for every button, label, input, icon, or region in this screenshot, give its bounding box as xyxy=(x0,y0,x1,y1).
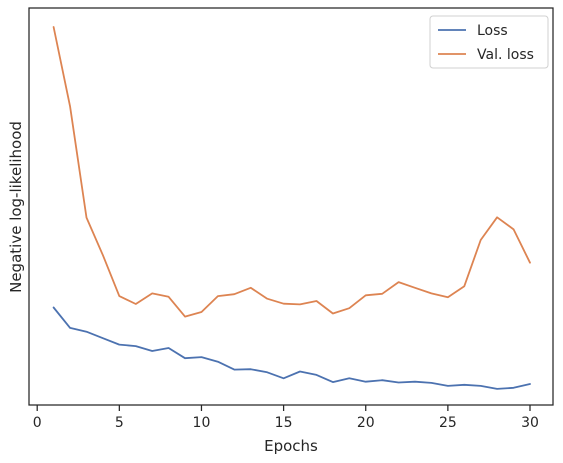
legend-label: Val. loss xyxy=(477,47,534,63)
series-line-1 xyxy=(52,306,531,390)
x-axis-label: Epochs xyxy=(264,437,318,455)
legend-box xyxy=(429,15,549,69)
plot-area xyxy=(28,7,554,406)
plot-frame xyxy=(28,7,554,406)
y-axis-label: Negative log-likelihood xyxy=(7,121,25,293)
x-axis: 0 5 10 15 20 25 30 xyxy=(33,405,539,431)
series-line-2 xyxy=(52,26,531,318)
x-tick-label: 10 xyxy=(193,415,211,431)
x-tick-label: 15 xyxy=(275,415,293,431)
legend: Loss Val. loss xyxy=(429,15,549,69)
x-tick-label: 30 xyxy=(521,415,539,431)
x-tick-label: 20 xyxy=(357,415,375,431)
legend-label: Loss xyxy=(477,23,508,39)
x-tick-label: 0 xyxy=(33,415,42,431)
x-tick-label: 5 xyxy=(115,415,124,431)
x-tick-label: 25 xyxy=(439,415,457,431)
series-layer xyxy=(52,26,531,390)
